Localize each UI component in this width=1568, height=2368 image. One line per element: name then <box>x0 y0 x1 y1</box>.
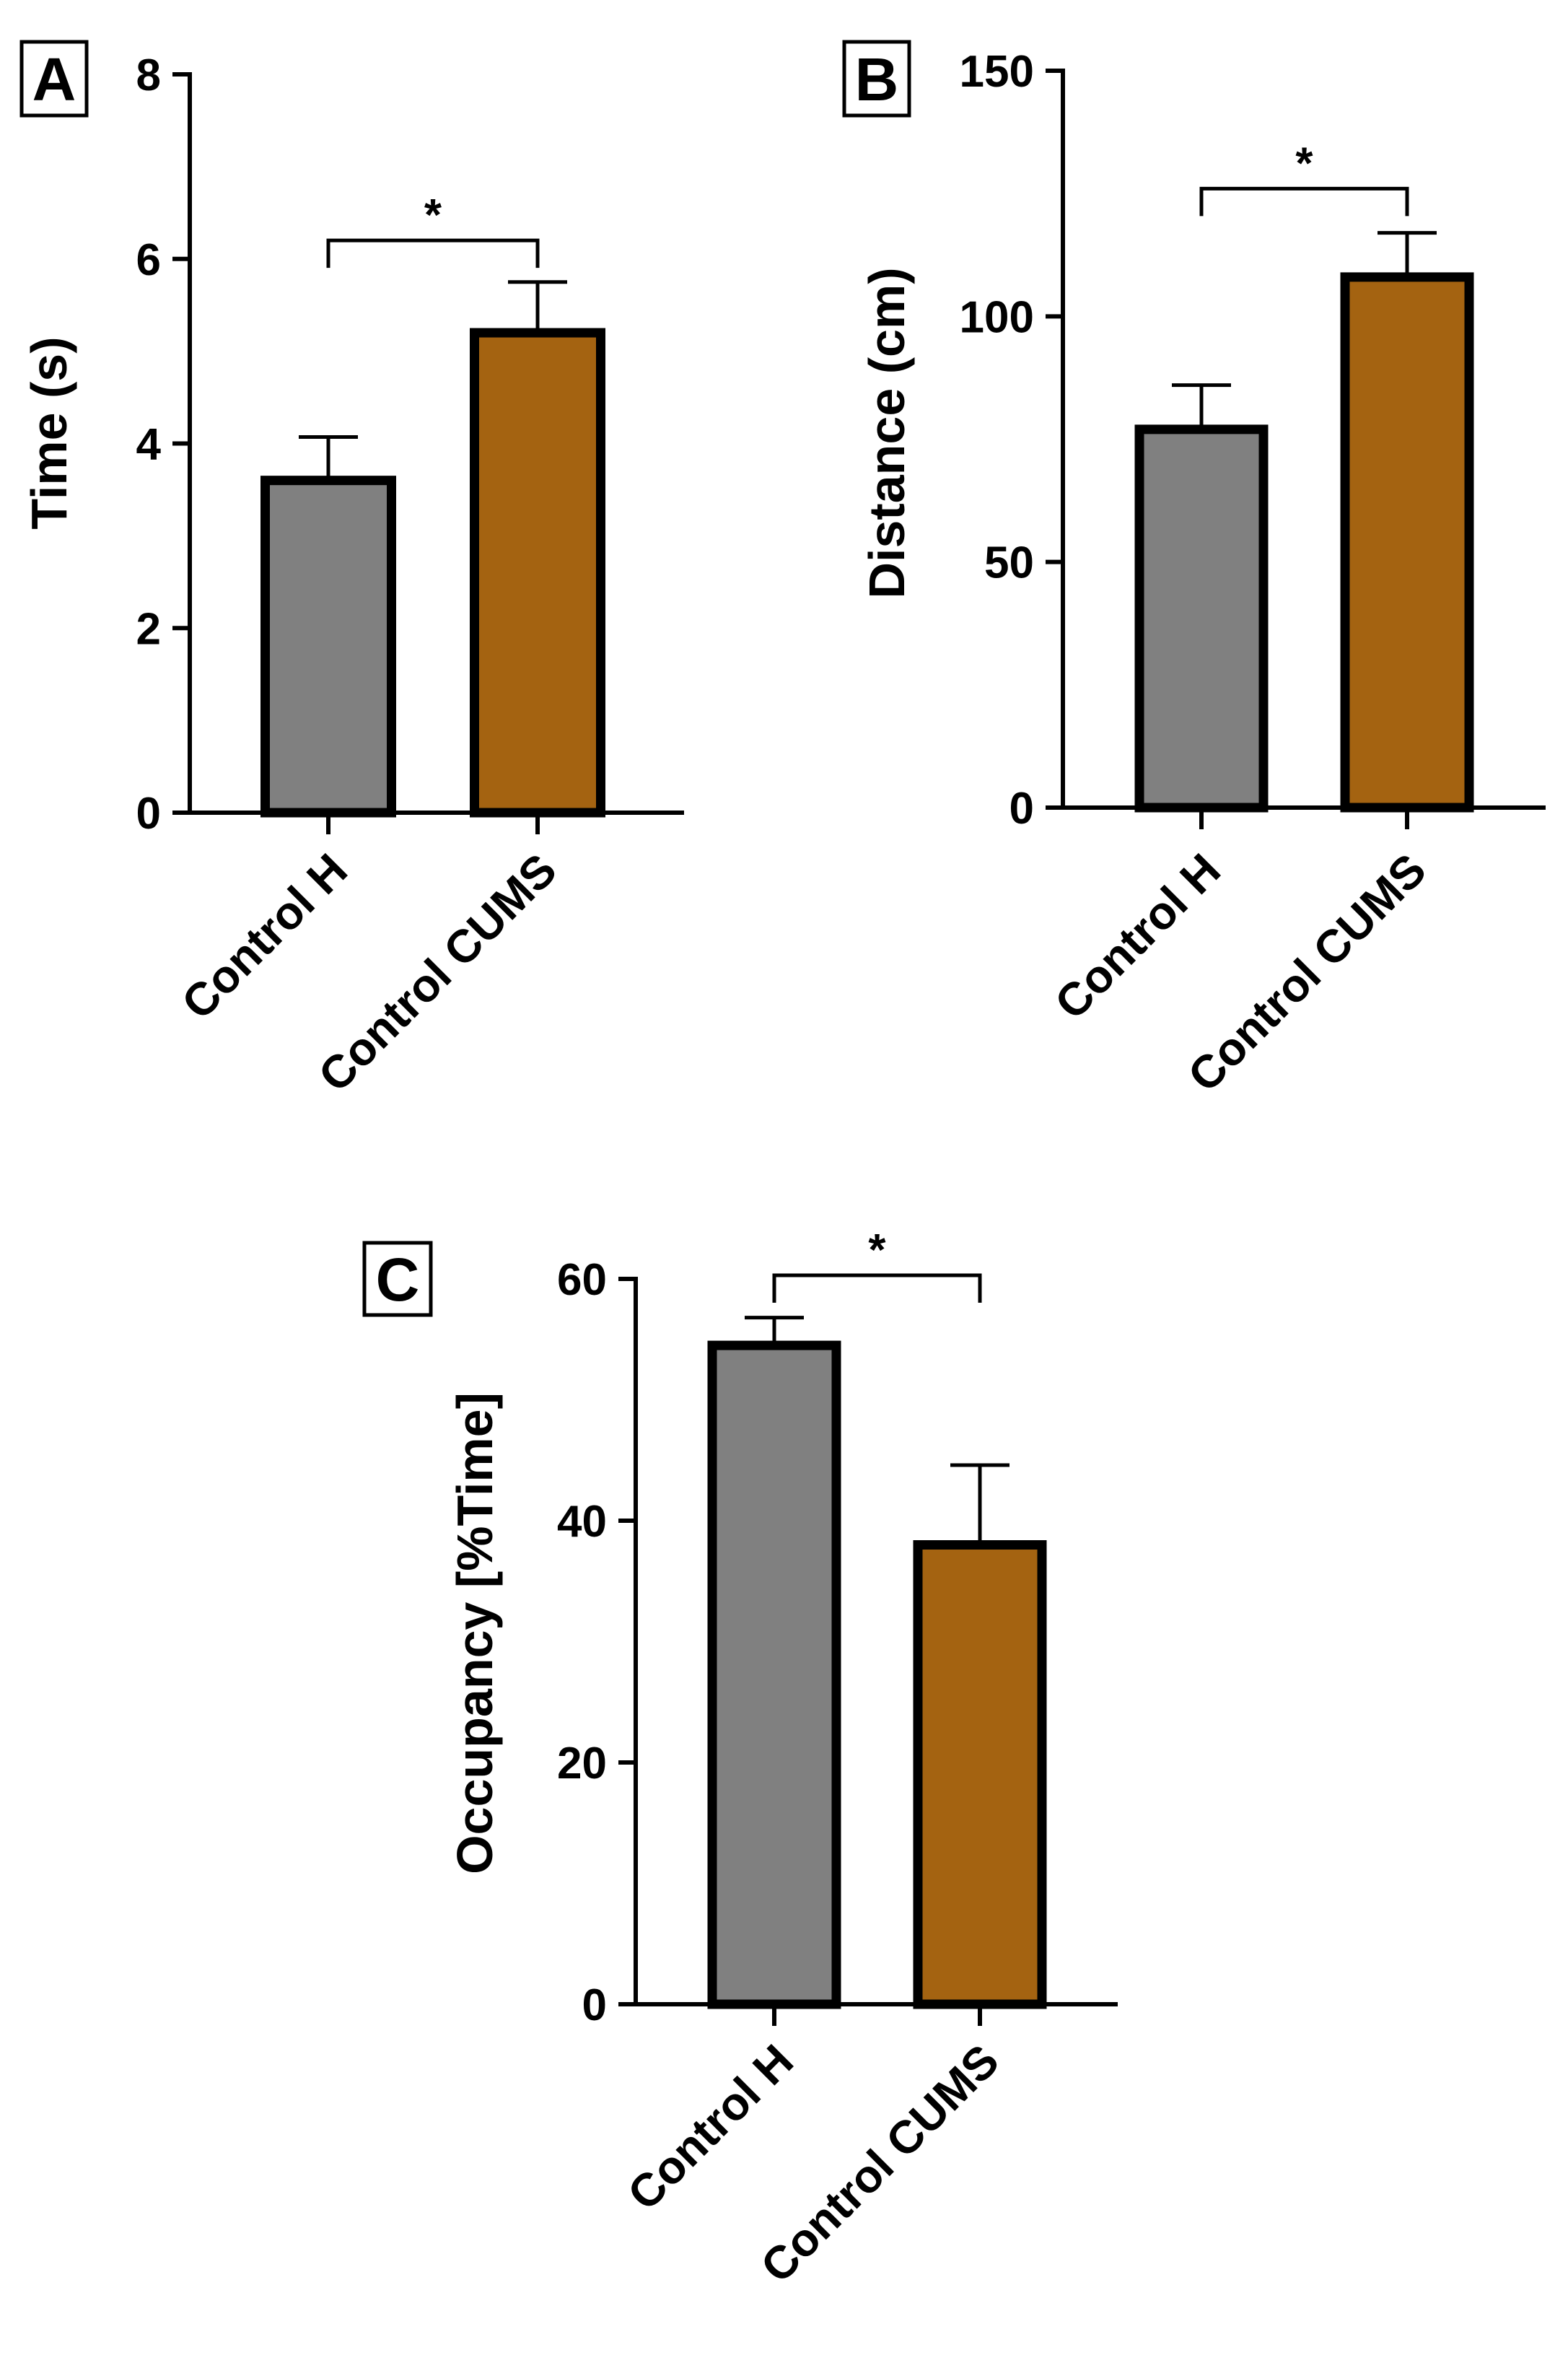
panel-label-box <box>842 40 911 118</box>
panel-label: A <box>32 45 76 113</box>
x-tick-label: Control H <box>1045 844 1230 1029</box>
bar-control-h <box>260 476 396 818</box>
y-axis-label: Time (s) <box>21 336 77 529</box>
bar-control-cums <box>470 328 605 818</box>
panel-label: B <box>855 45 899 113</box>
y-axis-label: Distance (cm) <box>859 267 915 598</box>
significance-star: * <box>1295 139 1313 188</box>
bar-control-cums <box>1340 272 1474 813</box>
x-tick-label: Control H <box>172 844 357 1029</box>
x-tick-label: Control H <box>618 2035 803 2220</box>
significance-bracket <box>772 1273 982 1303</box>
bar-control-cums <box>913 1540 1047 2009</box>
bar-control-h <box>1134 424 1269 813</box>
y-tick-label: 0 <box>136 789 161 839</box>
significance-star: * <box>424 191 442 240</box>
bar-control-h <box>707 1340 841 2009</box>
y-tick-label: 40 <box>557 1497 607 1547</box>
significance-star: * <box>868 1225 886 1275</box>
y-tick-label: 4 <box>136 420 162 470</box>
significance-bracket <box>326 238 540 268</box>
y-tick-label: 150 <box>960 47 1034 97</box>
y-tick-label: 50 <box>984 538 1034 588</box>
y-axis-label: Occupancy [%Time] <box>447 1392 503 1874</box>
y-tick-label: 20 <box>557 1739 607 1788</box>
y-tick-label: 100 <box>960 292 1034 342</box>
y-tick-label: 0 <box>1009 784 1034 834</box>
y-tick-label: 2 <box>136 604 161 654</box>
significance-bracket <box>1199 186 1409 217</box>
y-tick-label: 8 <box>136 51 161 100</box>
panel-label: C <box>376 1246 420 1314</box>
panel-label-box <box>362 1241 433 1317</box>
y-tick-label: 60 <box>557 1255 607 1305</box>
y-tick-label: 0 <box>582 1980 607 2030</box>
panel-label-box <box>19 40 89 118</box>
y-tick-label: 6 <box>136 235 161 285</box>
